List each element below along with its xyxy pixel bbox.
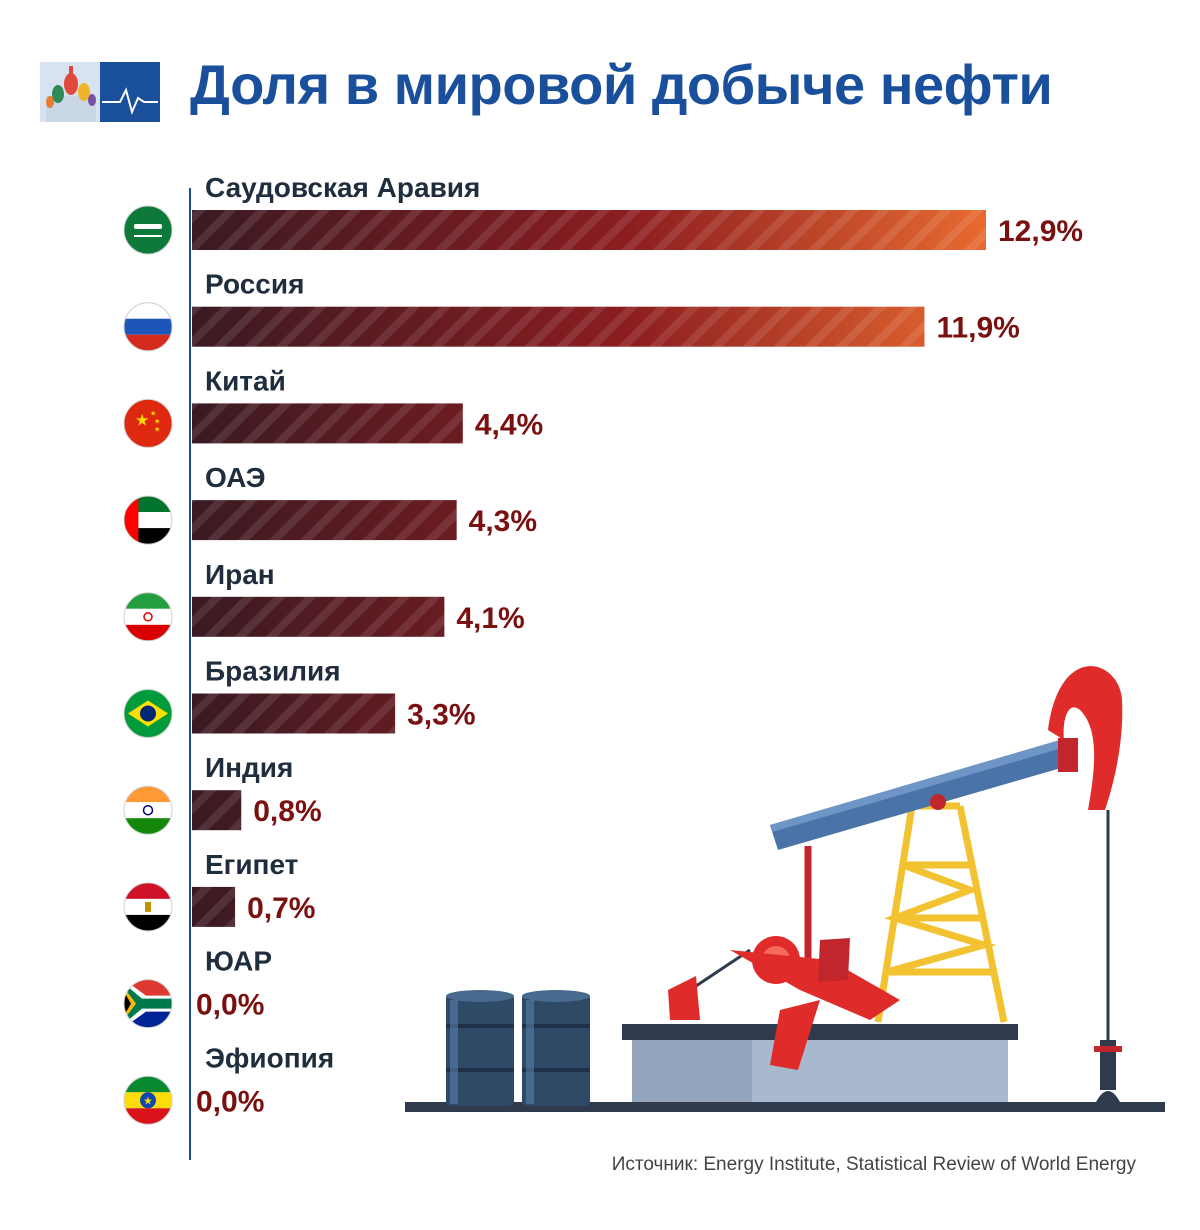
bar-row: ЮАР 0,0% <box>123 946 272 1029</box>
category-label: Индия <box>205 752 293 783</box>
value-label: 4,1% <box>456 602 524 635</box>
category-label: Египет <box>205 849 298 880</box>
value-label: 3,3% <box>407 699 475 732</box>
egypt-flag-icon <box>123 882 173 932</box>
bar-stripes <box>192 210 986 250</box>
south-africa-flag-icon <box>123 979 173 1029</box>
category-label: Россия <box>205 269 304 300</box>
bar-row: Россия 11,9% <box>123 269 1020 352</box>
source-note: Источник: Energy Institute, Statistical … <box>611 1154 1136 1175</box>
page-title: Доля в мировой добыче нефти <box>190 53 1053 116</box>
svg-text:★: ★ <box>150 409 156 417</box>
kremlin-cathedral-logo-icon <box>40 62 160 122</box>
bar-stripes <box>192 306 925 347</box>
uae-flag-icon <box>123 495 173 545</box>
category-label: Иран <box>205 559 275 590</box>
bar-row: Египет 0,7% <box>123 849 315 932</box>
category-label: Бразилия <box>205 656 341 687</box>
bar-stripes <box>192 693 396 734</box>
bar-stripes <box>192 403 463 444</box>
oil-pumpjack-illustration <box>405 666 1165 1112</box>
bar-row: Индия 0,8% <box>123 752 322 835</box>
svg-text:★: ★ <box>143 1095 153 1107</box>
china-flag-icon: ★ ★★★ <box>123 398 173 448</box>
ethiopia-flag-icon: ★ <box>123 1075 173 1125</box>
brazil-flag-icon <box>123 689 173 738</box>
value-label: 0,8% <box>253 795 321 828</box>
value-label: 0,7% <box>247 892 315 925</box>
bar-row: Иран 4,1% <box>123 559 525 642</box>
value-label: 0,0% <box>196 989 264 1022</box>
value-label: 12,9% <box>998 215 1083 248</box>
bar-stripes <box>192 790 242 831</box>
svg-text:★: ★ <box>135 412 149 429</box>
category-label: ОАЭ <box>205 462 266 493</box>
bar-row: Саудовская Аравия 12,9% <box>123 172 1083 255</box>
svg-text:★: ★ <box>154 425 160 433</box>
bar-row: Бразилия 3,3% <box>123 656 476 738</box>
bar-stripes <box>192 886 236 927</box>
bar-row: ОАЭ 4,3% <box>123 462 537 545</box>
oil-barrel-icon <box>446 990 514 1106</box>
saudi-arabia-flag-icon <box>123 205 173 255</box>
russia-flag-icon <box>123 302 173 352</box>
bar-row: Китай★ ★★★ 4,4% <box>123 365 543 448</box>
category-label: Эфиопия <box>205 1042 334 1073</box>
bar-stripes <box>192 596 445 637</box>
category-label: ЮАР <box>205 946 272 977</box>
india-flag-icon <box>123 785 173 835</box>
category-label: Саудовская Аравия <box>205 172 480 203</box>
bar-row: Эфиопия ★ 0,0% <box>123 1042 334 1125</box>
value-label: 4,3% <box>469 505 537 538</box>
oil-barrel-icon <box>522 990 590 1106</box>
value-label: 4,4% <box>475 408 543 441</box>
value-label: 0,0% <box>196 1085 264 1118</box>
bar-stripes <box>192 500 457 541</box>
value-label: 11,9% <box>936 312 1019 345</box>
iran-flag-icon <box>123 592 173 642</box>
svg-text:★: ★ <box>154 417 160 425</box>
category-label: Китай <box>205 365 286 396</box>
